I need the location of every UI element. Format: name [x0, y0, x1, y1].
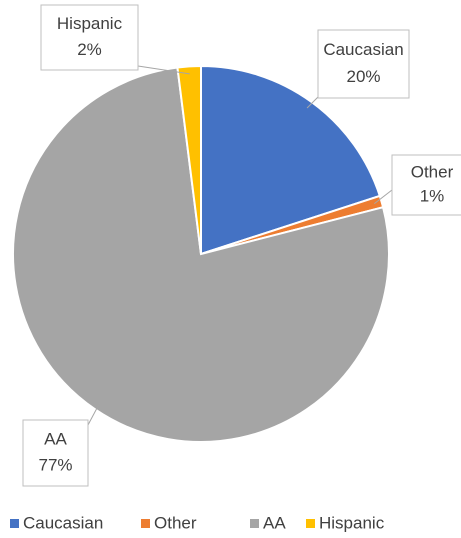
legend-swatch [250, 519, 259, 528]
data-label-value: 20% [346, 67, 380, 86]
leader-line [374, 189, 393, 205]
data-label-name: Hispanic [57, 14, 123, 33]
pie-slice [200, 64, 382, 256]
legend-label: Caucasian [23, 513, 103, 532]
legend-label: AA [263, 513, 286, 532]
data-label-name: AA [44, 429, 67, 448]
label-box [317, 29, 410, 99]
legend-swatch [141, 519, 150, 528]
data-label-value: 1% [420, 186, 445, 205]
label-box [391, 154, 461, 216]
label-box [40, 4, 139, 71]
label-box [22, 419, 89, 487]
legend-label: Hispanic [319, 513, 385, 532]
data-label-name: Caucasian [323, 40, 403, 59]
data-label-value: 77% [38, 456, 72, 475]
legend-label: Other [154, 513, 197, 532]
data-label-name: Other [411, 162, 454, 181]
leader-line [306, 96, 319, 109]
legend-swatch [10, 519, 19, 528]
leader-line [87, 403, 100, 426]
pie-slice [176, 64, 202, 255]
leader-line [137, 65, 190, 75]
legend-swatch [306, 519, 315, 528]
pie-slice [12, 66, 390, 443]
data-label-value: 2% [77, 40, 102, 59]
